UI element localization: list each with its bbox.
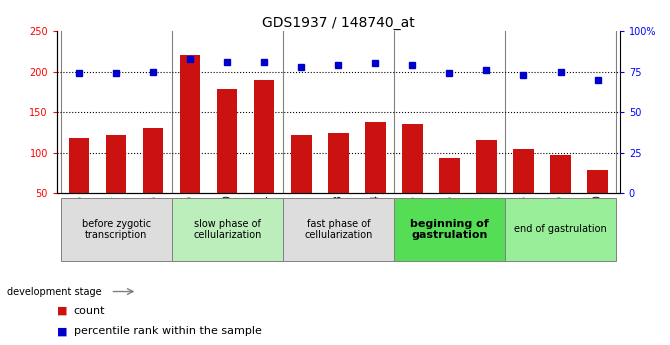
Text: count: count bbox=[74, 306, 105, 315]
Text: percentile rank within the sample: percentile rank within the sample bbox=[74, 326, 261, 336]
Bar bbox=[106, 135, 127, 193]
FancyBboxPatch shape bbox=[505, 198, 616, 261]
FancyBboxPatch shape bbox=[61, 198, 172, 261]
Bar bbox=[217, 89, 237, 193]
Text: ■: ■ bbox=[57, 326, 68, 336]
FancyBboxPatch shape bbox=[283, 198, 394, 261]
Bar bbox=[69, 138, 89, 193]
Bar bbox=[365, 122, 385, 193]
Title: GDS1937 / 148740_at: GDS1937 / 148740_at bbox=[262, 16, 415, 30]
FancyBboxPatch shape bbox=[172, 198, 283, 261]
Text: development stage: development stage bbox=[7, 287, 101, 296]
Text: beginning of
gastrulation: beginning of gastrulation bbox=[410, 219, 489, 240]
Bar bbox=[254, 80, 275, 193]
Text: end of gastrulation: end of gastrulation bbox=[514, 225, 607, 234]
Text: slow phase of
cellularization: slow phase of cellularization bbox=[193, 219, 261, 240]
Bar bbox=[180, 55, 200, 193]
Text: ■: ■ bbox=[57, 306, 68, 315]
Bar bbox=[513, 149, 534, 193]
Text: fast phase of
cellularization: fast phase of cellularization bbox=[304, 219, 373, 240]
Bar bbox=[588, 170, 608, 193]
Bar bbox=[328, 133, 348, 193]
Bar bbox=[550, 155, 571, 193]
FancyBboxPatch shape bbox=[394, 198, 505, 261]
Bar bbox=[402, 124, 423, 193]
Bar bbox=[440, 158, 460, 193]
Bar bbox=[291, 135, 312, 193]
Bar bbox=[143, 128, 163, 193]
Text: before zygotic
transcription: before zygotic transcription bbox=[82, 219, 151, 240]
Bar bbox=[476, 140, 496, 193]
